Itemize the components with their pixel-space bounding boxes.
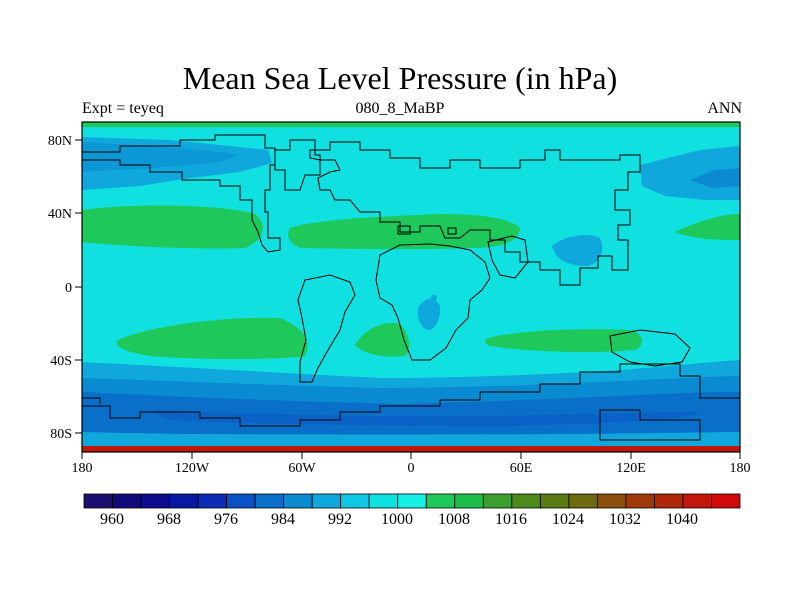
y-tick-label: 0 [65,281,72,296]
sh-high-indian [485,329,642,353]
colorbar-box [454,493,484,509]
colorbar-box [112,493,142,509]
colorbar-label: 1032 [609,511,641,528]
colorbar-label: 1024 [552,511,584,528]
y-axis-labels: 80N 40N 0 40S 80S [48,134,72,442]
sh-high-atlantic [355,322,410,357]
y-axis-ticks [75,139,82,434]
y-tick-label: 40N [48,207,72,222]
colorbar-box [169,493,199,509]
experiment-label: Expt = teyeq [82,100,164,117]
colorbar-box [197,493,228,509]
colorbar-label: 976 [214,511,238,528]
colorbar-box [654,493,684,509]
colorbar-box [397,493,427,509]
asia-low [552,234,603,266]
colorbar-label: 984 [271,511,295,528]
colorbar-box [254,493,285,509]
x-tick-label: 120W [175,461,210,476]
coastline-antarctica [82,363,740,427]
colorbar-box [511,493,541,509]
colorbar-box [368,493,399,509]
season-label: ANN [707,100,742,117]
y-tick-label: 40S [50,354,72,369]
chart-title: Mean Sea Level Pressure (in hPa) [182,60,618,96]
period-label: 080_8_MaBP [355,100,445,117]
colorbar-box [226,493,256,509]
colorbar-label: 1008 [438,511,470,528]
x-tick-label: 0 [408,461,415,476]
colorbar-label: 1000 [381,511,413,528]
colorbar [83,493,741,509]
colorbar-box [425,493,456,509]
x-tick-label: 60E [510,461,533,476]
colorbar-box [682,493,712,509]
colorbar-label: 1040 [666,511,698,528]
x-tick-label: 180 [72,461,93,476]
colorbar-box [283,493,313,509]
colorbar-box [568,493,598,509]
contour-fill-layer [82,122,740,452]
africa-low-dot [431,295,437,301]
colorbar-box [539,493,570,509]
coastline-greenland [274,139,321,191]
coastline-south-america [297,274,356,383]
coastline-australia [609,329,691,367]
coastline-island-2 [447,227,457,235]
colorbar-box [482,493,513,509]
colorbar-box [83,493,113,509]
coastline-africa [375,243,491,361]
sh-high-pacific [116,317,308,359]
nh-high-atlantic [82,205,263,249]
colorbar-box [140,493,170,509]
arctic-high-strip [82,122,740,127]
antarctic-edge [82,432,740,449]
colorbar-labels: 960 968 976 984 992 1000 1008 1016 1024 … [100,511,698,528]
colorbar-box [311,493,342,509]
x-tick-label: 60W [288,461,316,476]
antarctic-high-strip [82,446,740,452]
africa-low [417,298,441,330]
colorbar-box [596,493,627,509]
coastline-layer [82,134,740,441]
x-axis-ticks [81,452,741,459]
coastline-antarctica-inner [599,409,701,441]
colorbar-label: 992 [328,511,352,528]
y-tick-label: 80S [50,427,72,442]
x-axis-labels: 180 120W 60W 0 60E 120E 180 [72,461,751,476]
coastline-india-sea [487,235,529,279]
nh-high-pacific [675,214,740,240]
arctic-low-east-core [690,168,740,188]
colorbar-label: 1016 [495,511,527,528]
colorbar-box [340,493,370,509]
x-tick-label: 180 [730,461,751,476]
southern-ocean-deep [150,410,700,426]
coastline-island-1 [397,225,411,235]
colorbar-label: 960 [100,511,124,528]
colorbar-box [625,493,655,509]
y-tick-label: 80N [48,134,72,149]
colorbar-label: 968 [157,511,181,528]
coastline-north-america [82,134,281,253]
x-tick-label: 120E [616,461,646,476]
colorbar-box [711,493,741,509]
coastline-eurasia [309,141,641,286]
southern-ocean-core [82,392,740,434]
